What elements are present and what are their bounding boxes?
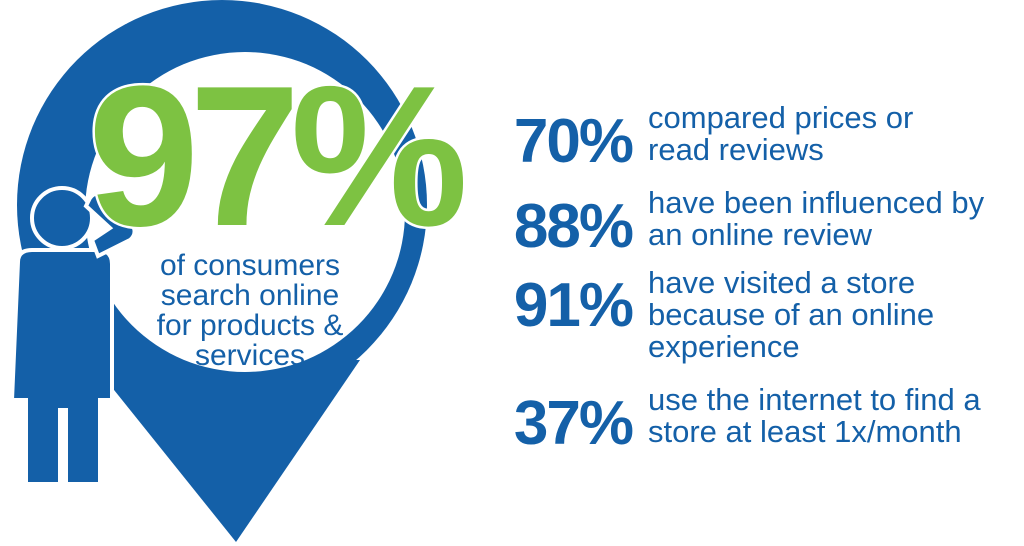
headline-value: 97%: [88, 45, 463, 268]
stat-text: have visited a store: [648, 265, 915, 300]
caption-line: services: [195, 339, 305, 372]
person-arm: [83, 191, 137, 259]
caption-line: search online: [161, 279, 339, 312]
stat-text: have been influenced by: [648, 185, 985, 220]
person-head: [30, 186, 94, 250]
stat-text: an online review: [648, 217, 873, 252]
stat-value: 88%: [514, 192, 633, 261]
stat-text: because of an online: [648, 297, 934, 332]
stat-value: 37%: [514, 389, 633, 458]
pin-hole: [85, 52, 405, 372]
person: [9, 186, 137, 486]
caption-line: for products &: [157, 309, 344, 342]
stat-value: 70%: [514, 107, 633, 176]
stat-text: read reviews: [648, 132, 824, 167]
map-pin: [17, 0, 427, 542]
stat-text: store at least 1x/month: [648, 414, 962, 449]
stat-value: 91%: [514, 271, 633, 340]
pin-tip: [90, 360, 360, 542]
person-body: [9, 248, 114, 486]
stat-text: use the internet to find a: [648, 382, 981, 417]
caption-line: of consumers: [160, 249, 340, 282]
stat-text: compared prices or: [648, 100, 913, 135]
stat-text: experience: [648, 329, 800, 364]
